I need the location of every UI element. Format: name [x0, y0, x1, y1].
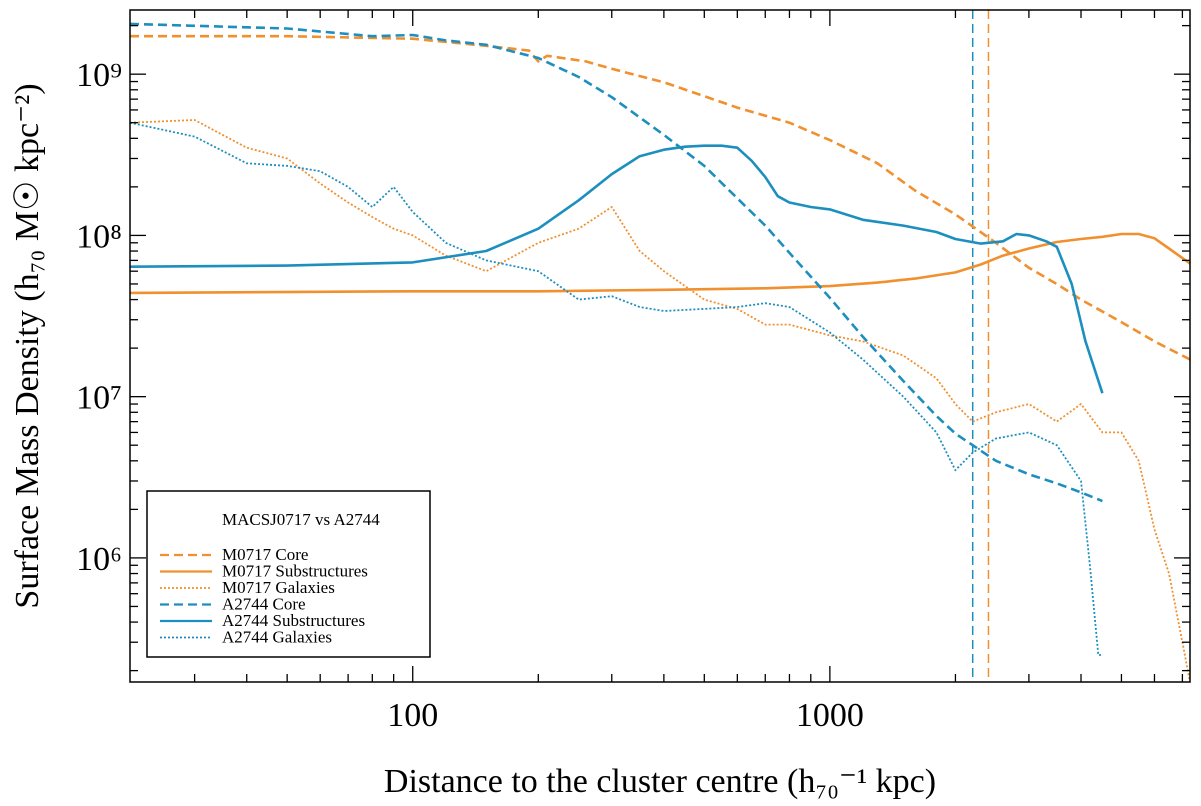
series-lines: [130, 22, 1190, 682]
y-tick-label: 10⁷: [76, 380, 122, 417]
series-line-m0717-galaxies: [130, 119, 1190, 682]
legend-label: M0717 Core: [222, 545, 308, 564]
series-line-m0717-substructures: [130, 232, 1190, 295]
legend-box: [146, 490, 431, 658]
tick-labels: 100 1000 10⁶ 10⁷ 10⁸ 10⁹: [76, 57, 864, 734]
y-tick-label: 10⁹: [76, 57, 122, 94]
y-tick-label: 10⁸: [76, 218, 122, 255]
legend-label: M0717 Substructures: [222, 562, 368, 581]
axis-ticks: [130, 10, 1190, 682]
legend-label: A2744 Core: [222, 595, 306, 614]
plot-frame: [129, 9, 1191, 683]
y-tick-label: 10⁶: [76, 541, 122, 578]
legend-label: A2744 Substructures: [222, 611, 365, 630]
reference-lines: [971, 10, 990, 682]
series-line-a2744-galaxies: [130, 121, 1103, 656]
x-tick-label: 1000: [796, 697, 864, 734]
x-tick-label: 100: [387, 697, 438, 734]
y-axis-title: Surface Mass Density (h₇₀ M☉ kpc⁻²): [9, 83, 46, 608]
x-axis-title: Distance to the cluster centre (h₇₀⁻¹ kp…: [384, 763, 936, 800]
series-line-a2744-core: [130, 22, 1103, 503]
legend-label: A2744 Galaxies: [222, 628, 332, 647]
series-line-a2744-substructures: [130, 144, 1104, 394]
legend-title: MACSJ0717 vs A2744: [222, 510, 380, 529]
legend-label: M0717 Galaxies: [222, 578, 335, 597]
series-line-m0717-core: [130, 34, 1190, 361]
